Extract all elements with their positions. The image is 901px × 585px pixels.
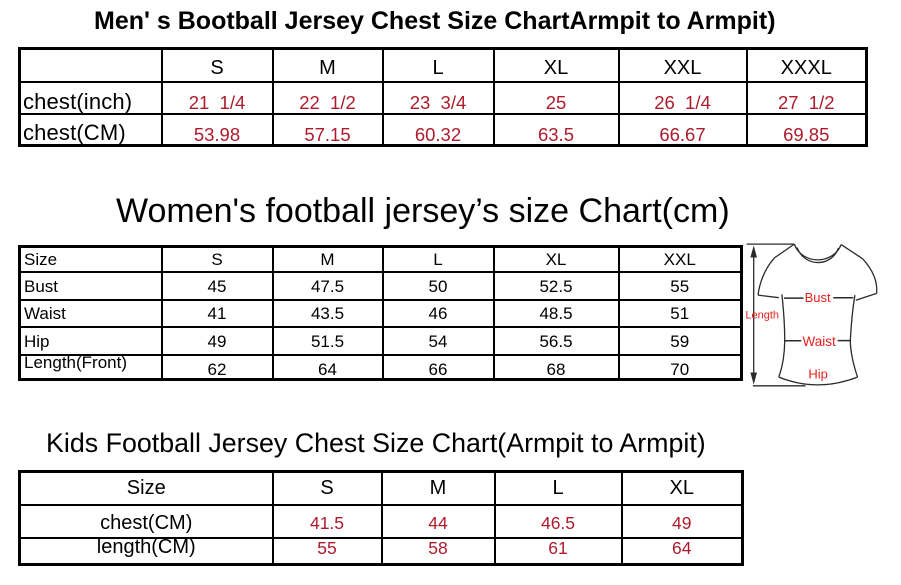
svg-text:Hip: Hip: [808, 367, 828, 382]
svg-text:Bust: Bust: [805, 290, 831, 305]
svg-text:Waist: Waist: [803, 334, 836, 349]
svg-text:Length: Length: [745, 310, 779, 322]
